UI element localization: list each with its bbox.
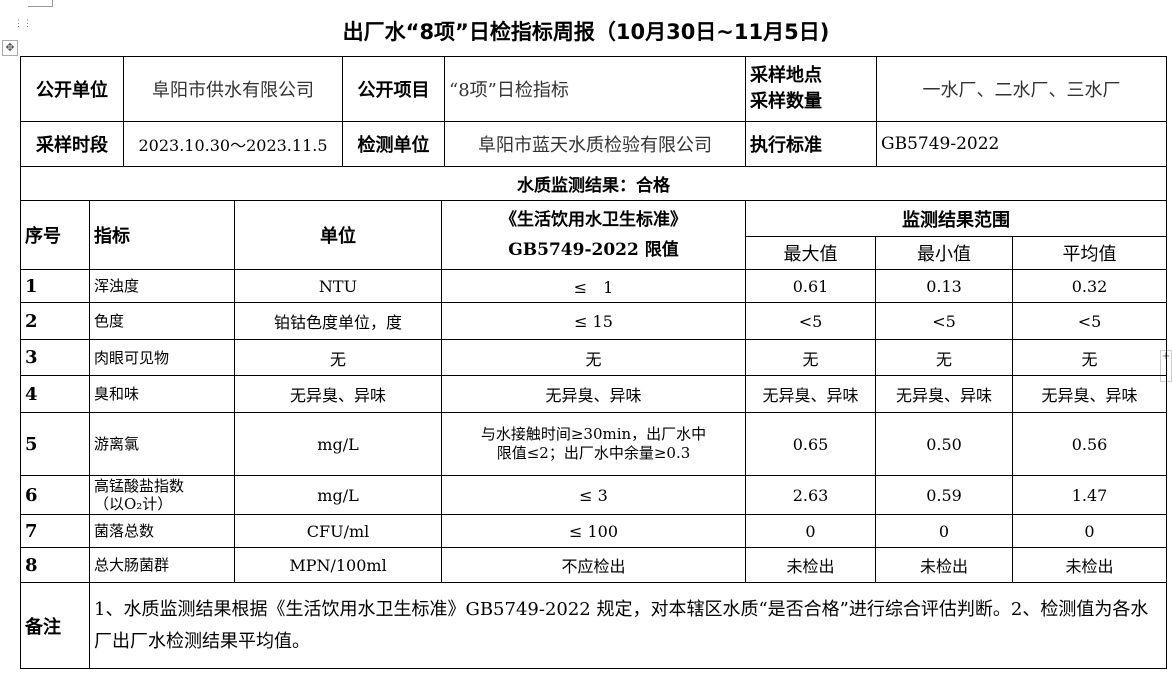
cell-seq: 6 bbox=[20, 475, 90, 515]
cell-avg: 0.32 bbox=[1012, 269, 1167, 303]
cell-max: 0 bbox=[745, 514, 876, 548]
table-row: 1 浑浊度 NTU ≤ 1 0.61 0.13 0.32 bbox=[20, 269, 1167, 303]
cell-min: 0.59 bbox=[875, 475, 1013, 515]
cell-limit: ≤ 1 bbox=[441, 269, 746, 303]
cell-indicator: 浑浊度 bbox=[89, 269, 235, 303]
cell-min: 无 bbox=[875, 339, 1013, 376]
cell-seq: 5 bbox=[20, 412, 90, 476]
cell-avg: <5 bbox=[1012, 302, 1167, 340]
header-seq: 序号 bbox=[20, 200, 90, 270]
table-move-handle-icon[interactable]: ✥ bbox=[2, 40, 18, 56]
cell-max: 2.63 bbox=[745, 475, 876, 515]
cell-avg: 未检出 bbox=[1012, 547, 1167, 583]
report-title: 出厂水“8项”日检指标周报（10月30日~11月5日) bbox=[342, 20, 830, 44]
table-row: 2 色度 铂钴色度单位，度 ≤ 15 <5 <5 <5 bbox=[20, 302, 1167, 340]
standard-value: GB5749-2022 bbox=[876, 121, 1167, 167]
table-row: 8 总大肠菌群 MPN/100ml 不应检出 未检出 未检出 未检出 bbox=[20, 547, 1167, 583]
cell-unit: 铂钴色度单位，度 bbox=[234, 302, 442, 340]
item-value: “8项”日检指标 bbox=[444, 56, 746, 122]
cell-indicator: 高锰酸盐指数 （以O₂计） bbox=[89, 475, 235, 515]
header-avg: 平均值 bbox=[1012, 236, 1167, 270]
cell-unit: NTU bbox=[234, 269, 442, 303]
table-row: 6 高锰酸盐指数 （以O₂计） mg/L ≤ 3 2.63 0.59 1.47 bbox=[20, 475, 1167, 515]
header-indicator: 指标 bbox=[89, 200, 235, 270]
period-label: 采样时段 bbox=[20, 121, 124, 167]
cell-min: 0 bbox=[875, 514, 1013, 548]
lab-label: 检测单位 bbox=[342, 121, 445, 167]
item-label: 公开项目 bbox=[342, 56, 445, 122]
header-range: 监测结果范围 bbox=[745, 200, 1167, 237]
site-label: 采样地点 采样数量 bbox=[745, 56, 877, 122]
period-value: 2023.10.30～2023.11.5 bbox=[123, 121, 343, 167]
cell-unit: mg/L bbox=[234, 475, 442, 515]
overall-result: 水质监测结果：合格 bbox=[20, 166, 1167, 201]
cell-limit: 与水接触时间≥30min，出厂水中 限值≤2；出厂水中余量≥0.3 bbox=[441, 412, 746, 476]
header-limit: 《生活饮用水卫生标准》 GB5749-2022 限值 bbox=[441, 200, 746, 270]
table-row: 4 臭和味 无异臭、异味 无异臭、异味 无异臭、异味 无异臭、异味 无异臭、异味 bbox=[20, 375, 1167, 413]
cell-max: 0.65 bbox=[745, 412, 876, 476]
cell-indicator: 臭和味 bbox=[89, 375, 235, 413]
page-corner-mark bbox=[28, 0, 53, 7]
header-max: 最大值 bbox=[745, 236, 876, 270]
remark-text: 1、水质监测结果根据《生活饮用水卫生标准》GB5749-2022 规定，对本辖区… bbox=[89, 582, 1167, 669]
cell-seq: 3 bbox=[20, 339, 90, 376]
cell-seq: 8 bbox=[20, 547, 90, 583]
cell-unit: 无 bbox=[234, 339, 442, 376]
cell-max: <5 bbox=[745, 302, 876, 340]
site-value: 一水厂、二水厂、三水厂 bbox=[876, 56, 1167, 122]
results-table: 序号 指标 单位 《生活饮用水卫生标准》 GB5749-2022 限值 监测结果… bbox=[20, 200, 1167, 669]
cell-max: 无异臭、异味 bbox=[745, 375, 876, 413]
cell-avg: 0.56 bbox=[1012, 412, 1167, 476]
cell-min: <5 bbox=[875, 302, 1013, 340]
remark-label: 备注 bbox=[20, 582, 90, 669]
cell-avg: 无 bbox=[1012, 339, 1167, 376]
standard-label: 执行标准 bbox=[745, 121, 877, 167]
cell-max: 无 bbox=[745, 339, 876, 376]
cell-indicator: 肉眼可见物 bbox=[89, 339, 235, 376]
cell-unit: 无异臭、异味 bbox=[234, 375, 442, 413]
cell-indicator: 游离氯 bbox=[89, 412, 235, 476]
cell-limit: ≤ 100 bbox=[441, 514, 746, 548]
info-table: 公开单位 阜阳市供水有限公司 公开项目 “8项”日检指标 采样地点 采样数量 一… bbox=[20, 56, 1167, 201]
cell-min: 0.50 bbox=[875, 412, 1013, 476]
cell-unit: MPN/100ml bbox=[234, 547, 442, 583]
cell-seq: 1 bbox=[20, 269, 90, 303]
publisher-label: 公开单位 bbox=[20, 56, 124, 122]
publisher-value: 阜阳市供水有限公司 bbox=[123, 56, 343, 122]
cell-unit: CFU/ml bbox=[234, 514, 442, 548]
cell-limit: 无异臭、异味 bbox=[441, 375, 746, 413]
cell-min: 未检出 bbox=[875, 547, 1013, 583]
cell-limit: ≤ 3 bbox=[441, 475, 746, 515]
table-row: 7 菌落总数 CFU/ml ≤ 100 0 0 0 bbox=[20, 514, 1167, 548]
cell-limit: ≤ 15 bbox=[441, 302, 746, 340]
cell-min: 0.13 bbox=[875, 269, 1013, 303]
cell-avg: 0 bbox=[1012, 514, 1167, 548]
cell-unit: mg/L bbox=[234, 412, 442, 476]
cell-seq: 7 bbox=[20, 514, 90, 548]
cell-indicator: 菌落总数 bbox=[89, 514, 235, 548]
table-row: 5 游离氯 mg/L 与水接触时间≥30min，出厂水中 限值≤2；出厂水中余量≥0.… bbox=[20, 412, 1167, 476]
cell-max: 未检出 bbox=[745, 547, 876, 583]
cell-min: 无异臭、异味 bbox=[875, 375, 1013, 413]
cell-limit: 无 bbox=[441, 339, 746, 376]
cell-indicator: 色度 bbox=[89, 302, 235, 340]
cell-avg: 无异臭、异味 bbox=[1012, 375, 1167, 413]
lab-value: 阜阳市蓝天水质检验有限公司 bbox=[444, 121, 746, 167]
cell-seq: 2 bbox=[20, 302, 90, 340]
cell-limit: 不应检出 bbox=[441, 547, 746, 583]
cell-indicator: 总大肠菌群 bbox=[89, 547, 235, 583]
header-unit: 单位 bbox=[234, 200, 442, 270]
cell-avg: 1.47 bbox=[1012, 475, 1167, 515]
table-row: 3 肉眼可见物无无无无无 bbox=[20, 339, 1167, 376]
cell-max: 0.61 bbox=[745, 269, 876, 303]
drag-dots-icon[interactable]: ⋮⋮ bbox=[14, 19, 32, 29]
header-min: 最小值 bbox=[875, 236, 1013, 270]
cell-seq: 4 bbox=[20, 375, 90, 413]
